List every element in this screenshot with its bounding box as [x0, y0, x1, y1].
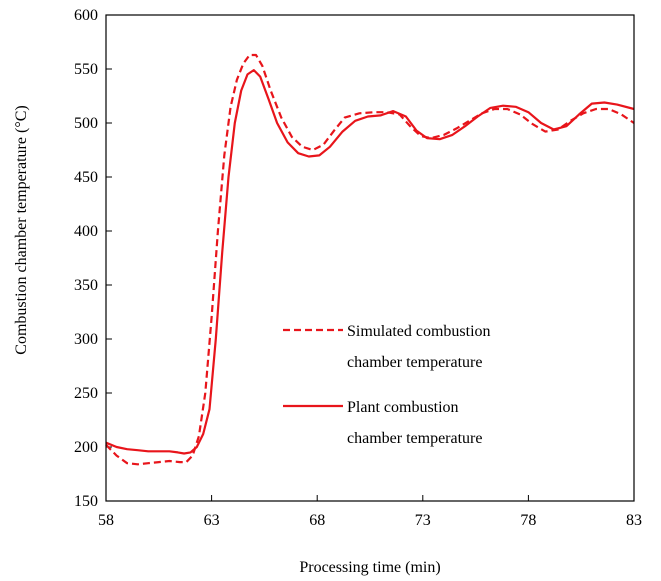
- y-tick-label: 400: [74, 223, 98, 240]
- x-tick-label: 58: [98, 512, 114, 529]
- legend-label-simulated-line2: chamber temperature: [347, 354, 482, 371]
- series-line-plant: [105, 68, 635, 455]
- y-tick-label: 600: [74, 7, 98, 24]
- y-tick-label: 500: [74, 115, 98, 132]
- x-axis-ticks: 58 63 68 73 78 83: [98, 495, 642, 529]
- y-axis-ticks: 150 200 250 300 350 400 450 500 550 600: [74, 7, 112, 510]
- y-tick-label: 450: [74, 169, 98, 186]
- legend-label-simulated-line1: Simulated combustion: [347, 323, 491, 340]
- plot-area-frame: [105, 14, 635, 502]
- x-tick-label: 63: [204, 512, 220, 529]
- legend-label-plant-line2: chamber temperature: [347, 430, 482, 447]
- x-axis-title: Processing time (min): [299, 559, 440, 576]
- x-tick-label: 68: [309, 512, 325, 529]
- y-tick-label: 300: [74, 331, 98, 348]
- y-tick-label: 350: [74, 277, 98, 294]
- x-tick-label: 73: [415, 512, 431, 529]
- y-tick-label: 250: [74, 385, 98, 402]
- x-tick-label: 78: [520, 512, 536, 529]
- series-line-simulated: [105, 53, 635, 466]
- x-tick-label: 83: [626, 512, 642, 529]
- y-tick-label: 550: [74, 61, 98, 78]
- y-tick-label: 200: [74, 439, 98, 456]
- series-lines: [105, 53, 635, 466]
- y-tick-label: 150: [74, 493, 98, 510]
- legend-label-plant-line1: Plant combustion: [347, 399, 459, 416]
- y-axis-title: Combustion chamber temperature (°C): [13, 105, 30, 354]
- legend: Simulated combustion chamber temperature…: [283, 323, 491, 447]
